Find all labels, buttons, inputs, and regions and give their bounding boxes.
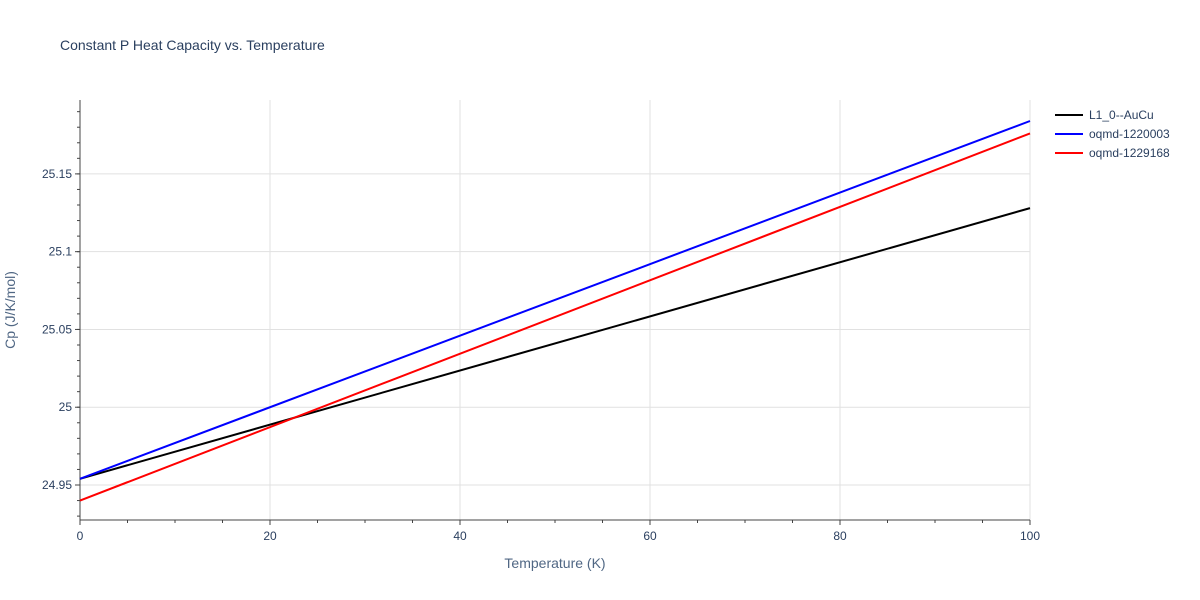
legend[interactable]: L1_0--AuCu oqmd-1220003 oqmd-1229168 [1055,108,1170,160]
x-tick-label: 40 [453,529,467,543]
series-line-oqmd-1220003[interactable] [79,120,1031,480]
x-tick-label: 100 [1020,529,1040,543]
series-line-oqmd-1229168[interactable] [79,132,1031,502]
x-tick-label: 0 [77,529,84,543]
x-tick-label: 20 [263,529,277,543]
legend-label[interactable]: oqmd-1220003 [1089,127,1170,141]
y-tick-label: 25.05 [42,322,72,336]
x-tick-label: 80 [833,529,847,543]
x-axis-title: Temperature (K) [504,555,605,571]
y-tick-label: 24.95 [42,478,72,492]
y-tick-label: 25 [59,400,73,414]
axis-layer: 0 20 40 60 80 100 24.95 25 25.05 25.1 25.15 [42,100,1040,543]
legend-label[interactable]: L1_0--AuCu [1089,108,1154,122]
grid-layer [80,100,1031,520]
chart-title: Constant P Heat Capacity vs. Temperature [60,37,325,53]
legend-label[interactable]: oqmd-1229168 [1089,146,1170,160]
x-tick-label: 60 [643,529,657,543]
y-axis-title: Cp (J/K/mol) [2,271,18,349]
series-layer [79,120,1031,502]
series-line-L1_0--AuCu[interactable] [79,207,1031,480]
y-tick-label: 25.1 [49,245,73,259]
y-tick-label: 25.15 [42,167,72,181]
